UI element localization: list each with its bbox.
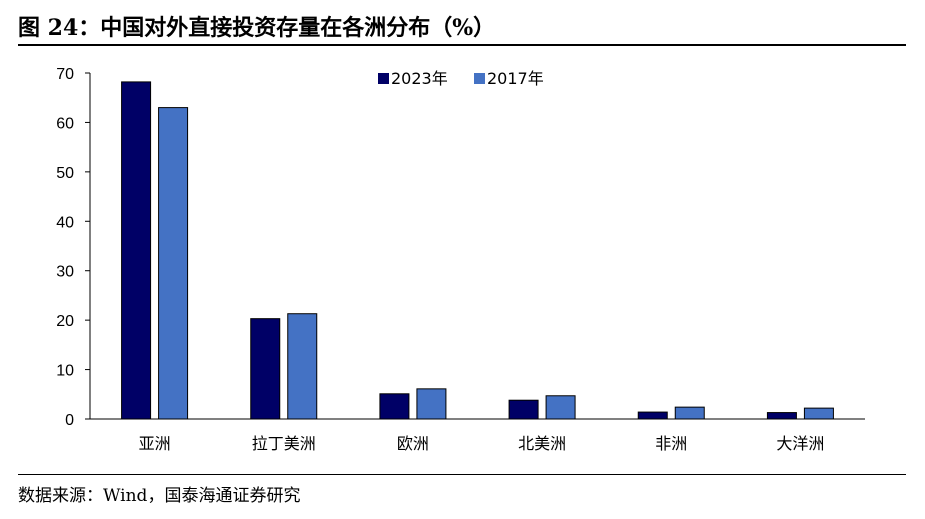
y-tick-label: 10 xyxy=(56,363,74,380)
source-rule xyxy=(18,474,906,475)
legend-swatch xyxy=(378,73,389,84)
legend-label: 2023年 xyxy=(391,69,448,88)
title-rule xyxy=(18,44,906,46)
legend-label: 2017年 xyxy=(487,69,544,88)
chart-legend: 2023年 2017年 xyxy=(378,69,544,88)
chart-axes: 0 10 20 30 40 50 60 70 亚洲 拉丁美洲 欧洲 北美洲 非洲 大洋洲 xyxy=(56,66,865,453)
x-category-label: 大洋洲 xyxy=(776,434,824,453)
y-tick-label: 50 xyxy=(56,165,74,182)
bar-series2-1 xyxy=(287,313,318,420)
bar-series1-3 xyxy=(508,399,539,420)
legend-swatch xyxy=(474,73,485,84)
x-category-label: 非洲 xyxy=(655,434,687,453)
bar-series1-1 xyxy=(250,318,281,420)
y-tick-label: 20 xyxy=(56,313,74,330)
y-tick-label: 0 xyxy=(65,412,74,429)
y-tick-label: 60 xyxy=(56,115,74,132)
source-note: 数据来源：Wind，国泰海通证券研究 xyxy=(18,486,301,506)
y-tick-label: 40 xyxy=(56,214,74,231)
bar-series1-5 xyxy=(766,412,797,420)
x-category-label: 北美洲 xyxy=(518,434,566,453)
figure-title: 图 24：中国对外直接投资存量在各洲分布（%） xyxy=(18,15,496,41)
bar-series2-5 xyxy=(803,407,834,420)
bar-series1-2 xyxy=(379,393,410,420)
bar-series1-4 xyxy=(637,411,668,420)
chart-bars xyxy=(121,81,834,420)
bar-series2-3 xyxy=(545,395,576,420)
y-tick-label: 30 xyxy=(56,264,74,281)
x-category-label: 欧洲 xyxy=(397,434,429,453)
y-tick-label: 70 xyxy=(56,66,74,83)
bar-series2-2 xyxy=(416,388,447,420)
x-category-label: 亚洲 xyxy=(139,434,171,453)
bar-series2-0 xyxy=(158,107,189,420)
bar-series2-4 xyxy=(674,406,705,420)
bar-series1-0 xyxy=(121,81,152,420)
x-category-label: 拉丁美洲 xyxy=(252,434,316,453)
